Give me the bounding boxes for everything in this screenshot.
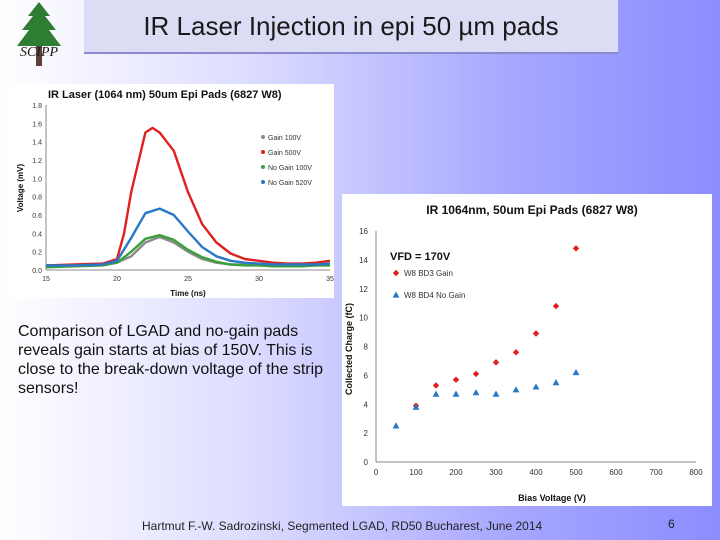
x-tick-label: 20 (113, 276, 121, 283)
x-tick-label: 200 (449, 468, 463, 477)
y-tick-label: 12 (359, 285, 368, 294)
y-tick-label: 0.8 (32, 195, 42, 202)
data-point (472, 370, 480, 378)
y-tick-label: 0 (364, 458, 369, 467)
tree-icon (17, 2, 61, 46)
y-tick-label: 0.2 (32, 250, 42, 257)
x-tick-label: 100 (409, 468, 423, 477)
tree-trunk-icon (36, 46, 42, 66)
x-tick-label: 35 (326, 276, 334, 283)
legend-marker (392, 291, 400, 298)
y-tick-label: 14 (359, 256, 368, 265)
x-tick-label: 0 (374, 468, 379, 477)
data-point (532, 330, 540, 337)
laser-pulse-chart-svg: IR Laser (1064 nm) 50um Epi Pads (6827 W… (16, 89, 334, 298)
data-point (532, 383, 540, 390)
data-point (412, 403, 420, 410)
data-point (552, 302, 560, 310)
chart-title: IR Laser (1064 nm) 50um Epi Pads (6827 W… (48, 89, 282, 101)
caption-text: Comparison of LGAD and no-gain pads reve… (18, 323, 324, 397)
y-tick-label: 0.6 (32, 213, 42, 220)
y-tick-label: 16 (359, 227, 368, 236)
y-tick-label: 2 (364, 429, 369, 438)
title-box: IR Laser Injection in epi 50 µm pads (84, 0, 618, 54)
legend-marker (261, 165, 265, 169)
laser-pulse-chart: IR Laser (1064 nm) 50um Epi Pads (6827 W… (12, 84, 334, 298)
x-tick-label: 25 (184, 276, 192, 283)
x-axis-label: Bias Voltage (V) (518, 493, 586, 503)
y-tick-label: 1.8 (32, 103, 42, 110)
legend-label: W8 BD3 Gain (404, 269, 453, 278)
data-point (452, 376, 460, 383)
data-point (572, 368, 580, 376)
x-tick-label: 700 (649, 468, 663, 477)
y-axis-label: Collected Charge (fC) (344, 303, 354, 395)
y-tick-label: 6 (364, 371, 369, 380)
x-tick-label: 600 (609, 468, 623, 477)
x-tick-label: 800 (689, 468, 703, 477)
y-tick-label: 4 (364, 400, 369, 409)
y-tick-label: 0.0 (32, 268, 42, 275)
y-tick-label: 0.4 (32, 231, 42, 238)
collected-charge-chart: IR 1064nm, 50um Epi Pads (6827 W8) 0 2 4 6 8 1… (342, 194, 712, 506)
data-point (572, 245, 580, 252)
legend-marker (261, 180, 265, 184)
chart-title: IR 1064nm, 50um Epi Pads (6827 W8) (426, 203, 637, 217)
scipp-logo: SCIPP (17, 2, 61, 66)
x-tick-label: 300 (489, 468, 503, 477)
y-tick-label: 1.4 (32, 140, 42, 147)
series-line (45, 233, 330, 269)
y-tick-label: 8 (364, 343, 369, 352)
y-tick-label: 1.2 (32, 158, 42, 165)
x-tick-label: 15 (42, 276, 50, 283)
vfd-annotation: VFD = 170V (390, 251, 451, 263)
x-tick-label: 30 (255, 276, 263, 283)
footer-text: Hartmut F.-W. Sadrozinski, Segmented LGA… (142, 519, 543, 533)
x-tick-label: 400 (529, 468, 543, 477)
x-tick-label: 500 (569, 468, 583, 477)
data-point (492, 390, 500, 397)
data-point (492, 359, 500, 366)
logo-text: SCIPP (20, 45, 59, 60)
legend-marker (261, 150, 265, 154)
data-point (552, 378, 560, 386)
legend-label: No Gain 520V (268, 180, 312, 187)
series-line (46, 235, 330, 267)
x-axis-label: Time (ns) (170, 289, 206, 298)
collected-charge-chart-svg: IR 1064nm, 50um Epi Pads (6827 W8) 0 2 4 6 8 1… (344, 203, 703, 503)
y-tick-label: 1.6 (32, 121, 42, 128)
data-point (512, 386, 520, 393)
legend-marker (392, 269, 400, 277)
legend-label: W8 BD4 No Gain (404, 291, 465, 300)
series-line (45, 126, 331, 267)
legend-label: Gain 500V (268, 150, 301, 157)
legend-label: Gain 100V (268, 135, 301, 142)
page-number: 6 (668, 517, 675, 531)
data-point (392, 422, 400, 429)
data-point (472, 389, 480, 396)
y-axis-label: Voltage (mV) (16, 164, 25, 213)
legend-label: No Gain 100V (268, 165, 312, 172)
data-point (512, 349, 520, 356)
data-point (432, 390, 440, 397)
series-line (46, 207, 331, 267)
slide-title: IR Laser Injection in epi 50 µm pads (143, 10, 559, 41)
y-tick-label: 1.0 (32, 176, 42, 183)
data-point (452, 390, 460, 397)
data-point (432, 382, 440, 389)
legend-marker (261, 135, 265, 139)
y-tick-label: 10 (359, 314, 368, 323)
